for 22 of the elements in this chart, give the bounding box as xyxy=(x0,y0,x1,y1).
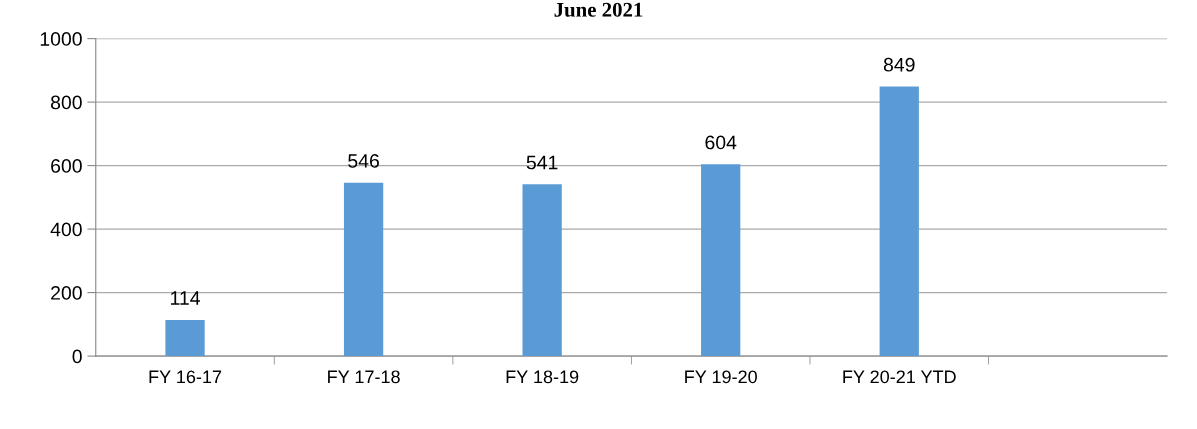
x-tick-label: FY 19-20 xyxy=(685,370,757,384)
y-tick-label: 1000 xyxy=(40,32,82,46)
data-label: 541 xyxy=(526,155,558,170)
y-tick-label: 400 xyxy=(50,222,82,237)
data-label: 114 xyxy=(171,291,200,305)
x-tick-label: FY 17-18 xyxy=(328,370,400,384)
bar xyxy=(701,164,741,357)
data-label: 604 xyxy=(705,135,737,150)
bar xyxy=(522,184,562,357)
chart-title: June 2021 xyxy=(554,2,643,17)
y-tick-label: 0 xyxy=(72,349,82,364)
bar xyxy=(343,182,384,357)
data-label: 546 xyxy=(348,154,379,168)
x-tick-label: FY 20-21 YTD xyxy=(843,370,956,384)
x-tick-label: FY 16-17 xyxy=(149,370,222,384)
y-tick-label: 800 xyxy=(50,95,82,110)
x-tick-label: FY 18-19 xyxy=(506,370,579,384)
y-tick-label: 200 xyxy=(51,286,82,300)
bar xyxy=(879,86,919,357)
data-label: 849 xyxy=(883,57,915,72)
y-tick-label: 600 xyxy=(51,159,82,173)
bar xyxy=(165,319,205,357)
